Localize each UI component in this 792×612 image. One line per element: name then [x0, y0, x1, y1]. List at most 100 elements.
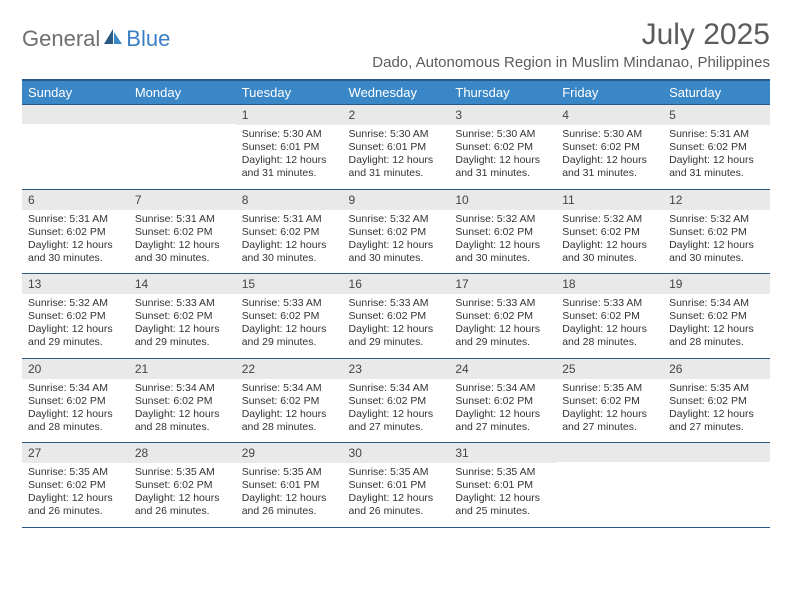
- day-header: Friday: [556, 80, 663, 105]
- day-number: 11: [556, 190, 663, 210]
- sunset-text: Sunset: 6:02 PM: [135, 310, 230, 323]
- day-number: 17: [449, 274, 556, 294]
- daylight-text: Daylight: 12 hours and 29 minutes.: [135, 323, 230, 349]
- sunset-text: Sunset: 6:02 PM: [28, 310, 123, 323]
- day-cell: 21Sunrise: 5:34 AMSunset: 6:02 PMDayligh…: [129, 358, 236, 443]
- day-cell: 13Sunrise: 5:32 AMSunset: 6:02 PMDayligh…: [22, 274, 129, 359]
- day-header: Sunday: [22, 80, 129, 105]
- sunset-text: Sunset: 6:01 PM: [455, 479, 550, 492]
- sunset-text: Sunset: 6:01 PM: [242, 479, 337, 492]
- sunset-text: Sunset: 6:02 PM: [669, 226, 764, 239]
- day-body: Sunrise: 5:34 AMSunset: 6:02 PMDaylight:…: [236, 379, 343, 443]
- day-body: Sunrise: 5:30 AMSunset: 6:01 PMDaylight:…: [343, 125, 450, 189]
- day-number: 7: [129, 190, 236, 210]
- day-header: Thursday: [449, 80, 556, 105]
- day-number: 18: [556, 274, 663, 294]
- day-number: 27: [22, 443, 129, 463]
- day-body: Sunrise: 5:34 AMSunset: 6:02 PMDaylight:…: [129, 379, 236, 443]
- day-body: Sunrise: 5:35 AMSunset: 6:02 PMDaylight:…: [663, 379, 770, 443]
- sunrise-text: Sunrise: 5:35 AM: [349, 466, 444, 479]
- daylight-text: Daylight: 12 hours and 29 minutes.: [28, 323, 123, 349]
- month-title: July 2025: [372, 18, 770, 52]
- day-body: Sunrise: 5:32 AMSunset: 6:02 PMDaylight:…: [663, 210, 770, 274]
- day-header: Monday: [129, 80, 236, 105]
- daylight-text: Daylight: 12 hours and 29 minutes.: [242, 323, 337, 349]
- week-row: 1Sunrise: 5:30 AMSunset: 6:01 PMDaylight…: [22, 105, 770, 190]
- day-number: 16: [343, 274, 450, 294]
- day-number: 15: [236, 274, 343, 294]
- title-block: July 2025 Dado, Autonomous Region in Mus…: [372, 18, 770, 71]
- day-cell: 9Sunrise: 5:32 AMSunset: 6:02 PMDaylight…: [343, 189, 450, 274]
- sunrise-text: Sunrise: 5:35 AM: [242, 466, 337, 479]
- day-cell: 3Sunrise: 5:30 AMSunset: 6:02 PMDaylight…: [449, 105, 556, 190]
- daylight-text: Daylight: 12 hours and 31 minutes.: [455, 154, 550, 180]
- daylight-text: Daylight: 12 hours and 30 minutes.: [28, 239, 123, 265]
- day-cell: 16Sunrise: 5:33 AMSunset: 6:02 PMDayligh…: [343, 274, 450, 359]
- day-cell: 2Sunrise: 5:30 AMSunset: 6:01 PMDaylight…: [343, 105, 450, 190]
- day-cell: [556, 443, 663, 527]
- day-number: 14: [129, 274, 236, 294]
- day-body: Sunrise: 5:35 AMSunset: 6:02 PMDaylight:…: [556, 379, 663, 443]
- day-number: 24: [449, 359, 556, 379]
- day-cell: 4Sunrise: 5:30 AMSunset: 6:02 PMDaylight…: [556, 105, 663, 190]
- day-cell: 30Sunrise: 5:35 AMSunset: 6:01 PMDayligh…: [343, 443, 450, 527]
- day-number: 13: [22, 274, 129, 294]
- logo-text-general: General: [22, 26, 100, 52]
- day-cell: 14Sunrise: 5:33 AMSunset: 6:02 PMDayligh…: [129, 274, 236, 359]
- day-number: 26: [663, 359, 770, 379]
- day-header-row: Sunday Monday Tuesday Wednesday Thursday…: [22, 80, 770, 105]
- sunset-text: Sunset: 6:02 PM: [562, 226, 657, 239]
- sunrise-text: Sunrise: 5:33 AM: [455, 297, 550, 310]
- day-cell: 18Sunrise: 5:33 AMSunset: 6:02 PMDayligh…: [556, 274, 663, 359]
- day-cell: 6Sunrise: 5:31 AMSunset: 6:02 PMDaylight…: [22, 189, 129, 274]
- day-header: Tuesday: [236, 80, 343, 105]
- sunset-text: Sunset: 6:02 PM: [135, 479, 230, 492]
- sunrise-text: Sunrise: 5:34 AM: [135, 382, 230, 395]
- day-cell: 26Sunrise: 5:35 AMSunset: 6:02 PMDayligh…: [663, 358, 770, 443]
- day-body: Sunrise: 5:31 AMSunset: 6:02 PMDaylight:…: [129, 210, 236, 274]
- daylight-text: Daylight: 12 hours and 26 minutes.: [349, 492, 444, 518]
- sunrise-text: Sunrise: 5:33 AM: [562, 297, 657, 310]
- daylight-text: Daylight: 12 hours and 27 minutes.: [562, 408, 657, 434]
- daylight-text: Daylight: 12 hours and 27 minutes.: [669, 408, 764, 434]
- day-cell: 22Sunrise: 5:34 AMSunset: 6:02 PMDayligh…: [236, 358, 343, 443]
- sunrise-text: Sunrise: 5:35 AM: [135, 466, 230, 479]
- day-body: Sunrise: 5:33 AMSunset: 6:02 PMDaylight:…: [129, 294, 236, 358]
- daylight-text: Daylight: 12 hours and 31 minutes.: [669, 154, 764, 180]
- sunset-text: Sunset: 6:02 PM: [455, 141, 550, 154]
- sunset-text: Sunset: 6:02 PM: [135, 226, 230, 239]
- daylight-text: Daylight: 12 hours and 30 minutes.: [242, 239, 337, 265]
- daylight-text: Daylight: 12 hours and 30 minutes.: [562, 239, 657, 265]
- sunrise-text: Sunrise: 5:31 AM: [135, 213, 230, 226]
- day-number: 4: [556, 105, 663, 125]
- day-body: Sunrise: 5:33 AMSunset: 6:02 PMDaylight:…: [343, 294, 450, 358]
- sunrise-text: Sunrise: 5:32 AM: [349, 213, 444, 226]
- sunrise-text: Sunrise: 5:32 AM: [669, 213, 764, 226]
- daylight-text: Daylight: 12 hours and 31 minutes.: [349, 154, 444, 180]
- day-number: 3: [449, 105, 556, 125]
- day-cell: 11Sunrise: 5:32 AMSunset: 6:02 PMDayligh…: [556, 189, 663, 274]
- day-number: [22, 105, 129, 124]
- day-body: Sunrise: 5:34 AMSunset: 6:02 PMDaylight:…: [22, 379, 129, 443]
- day-cell: 7Sunrise: 5:31 AMSunset: 6:02 PMDaylight…: [129, 189, 236, 274]
- sunset-text: Sunset: 6:02 PM: [242, 395, 337, 408]
- day-body: Sunrise: 5:35 AMSunset: 6:01 PMDaylight:…: [236, 463, 343, 527]
- day-number: 2: [343, 105, 450, 125]
- sunset-text: Sunset: 6:02 PM: [669, 141, 764, 154]
- day-body: [129, 124, 236, 182]
- sunset-text: Sunset: 6:02 PM: [242, 226, 337, 239]
- sunrise-text: Sunrise: 5:32 AM: [455, 213, 550, 226]
- daylight-text: Daylight: 12 hours and 28 minutes.: [669, 323, 764, 349]
- day-body: Sunrise: 5:31 AMSunset: 6:02 PMDaylight:…: [236, 210, 343, 274]
- week-row: 27Sunrise: 5:35 AMSunset: 6:02 PMDayligh…: [22, 443, 770, 527]
- daylight-text: Daylight: 12 hours and 31 minutes.: [562, 154, 657, 180]
- day-body: Sunrise: 5:31 AMSunset: 6:02 PMDaylight:…: [663, 125, 770, 189]
- day-cell: 8Sunrise: 5:31 AMSunset: 6:02 PMDaylight…: [236, 189, 343, 274]
- daylight-text: Daylight: 12 hours and 30 minutes.: [349, 239, 444, 265]
- daylight-text: Daylight: 12 hours and 29 minutes.: [349, 323, 444, 349]
- header: General Blue July 2025 Dado, Autonomous …: [22, 18, 770, 71]
- daylight-text: Daylight: 12 hours and 30 minutes.: [135, 239, 230, 265]
- sunset-text: Sunset: 6:01 PM: [349, 479, 444, 492]
- day-header: Wednesday: [343, 80, 450, 105]
- day-number: 25: [556, 359, 663, 379]
